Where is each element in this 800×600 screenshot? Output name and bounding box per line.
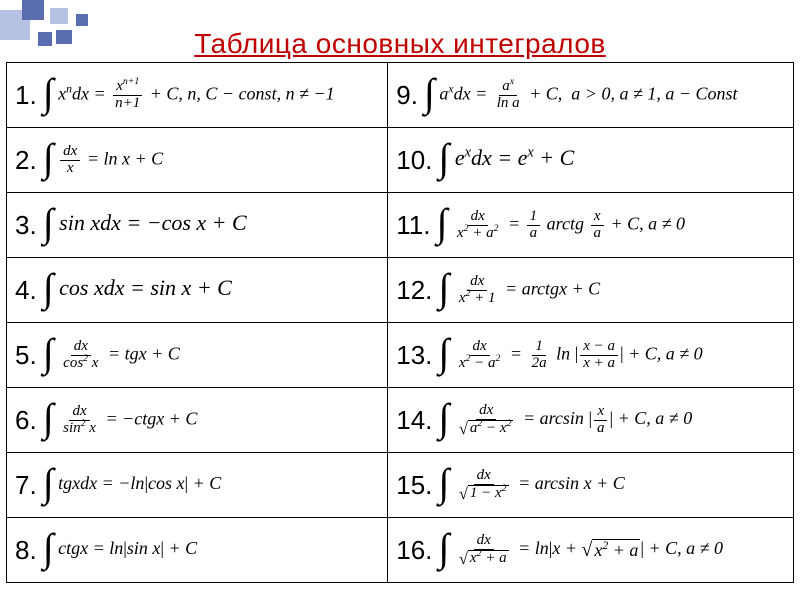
table-cell: 5.∫ dxcos2 x = tgx + C bbox=[7, 323, 388, 388]
page-title: Таблица основных интегралов bbox=[0, 0, 800, 64]
table-cell: 15.∫ dx√1 − x2 = arcsin x + C bbox=[388, 453, 794, 518]
row-number: 8. bbox=[15, 535, 37, 566]
integral-formula: ∫ axdx = axln a + C, a > 0, a ≠ 1, a − C… bbox=[424, 79, 738, 112]
row-number: 9. bbox=[396, 80, 418, 111]
table-cell: 7.∫ tgxdx = −lncos x + C bbox=[7, 453, 388, 518]
integral-formula: ∫ dxsin2 x = −ctgx + C bbox=[43, 404, 198, 437]
table-cell: 3.∫ sin xdx = −cos x + C bbox=[7, 193, 388, 258]
table-cell: 12.∫ dxx2 + 1 = arctgx + C bbox=[388, 258, 794, 323]
table-cell: 10.∫ exdx = ex + C bbox=[388, 128, 794, 193]
integral-formula: ∫ dx√a2 − x2 = arcsin xa + C, a ≠ 0 bbox=[438, 403, 692, 437]
table-cell: 6.∫ dxsin2 x = −ctgx + C bbox=[7, 388, 388, 453]
row-number: 10. bbox=[396, 145, 432, 176]
integral-formula: ∫ dxx2 − a2 = 12a ln x − ax + a + C, a ≠… bbox=[438, 339, 702, 372]
row-number: 2. bbox=[15, 145, 37, 176]
integral-formula: ∫ sin xdx = −cos x + C bbox=[43, 209, 247, 241]
integral-formula: ∫ dx√x2 + a = lnx + √x2 + a + C, a ≠ 0 bbox=[438, 533, 723, 567]
table-cell: 2.∫ dxx = ln x + C bbox=[7, 128, 388, 193]
integral-formula: ∫ dxcos2 x = tgx + C bbox=[43, 339, 180, 372]
table-cell: 4.∫ cos xdx = sin x + C bbox=[7, 258, 388, 323]
row-number: 5. bbox=[15, 340, 37, 371]
row-number: 7. bbox=[15, 470, 37, 501]
integral-formula: ∫ cos xdx = sin x + C bbox=[43, 274, 232, 306]
row-number: 1. bbox=[15, 80, 37, 111]
table-cell: 9.∫ axdx = axln a + C, a > 0, a ≠ 1, a −… bbox=[388, 63, 794, 128]
integral-formula: ∫ xndx = xn+1n+1 + C, n, C − const, n ≠ … bbox=[43, 79, 335, 112]
table-cell: 14.∫ dx√a2 − x2 = arcsin xa + C, a ≠ 0 bbox=[388, 388, 794, 453]
row-number: 11. bbox=[396, 210, 430, 241]
integral-table: 1.∫ xndx = xn+1n+1 + C, n, C − const, n … bbox=[6, 62, 794, 583]
table-cell: 8.∫ ctgx = lnsin x + C bbox=[7, 518, 388, 583]
row-number: 13. bbox=[396, 340, 432, 371]
table-cell: 13.∫ dxx2 − a2 = 12a ln x − ax + a + C, … bbox=[388, 323, 794, 388]
integral-formula: ∫ exdx = ex + C bbox=[438, 144, 574, 176]
row-number: 6. bbox=[15, 405, 37, 436]
integral-formula: ∫ ctgx = lnsin x + C bbox=[43, 534, 197, 566]
integral-formula: ∫ dx√1 − x2 = arcsin x + C bbox=[438, 468, 624, 502]
row-number: 4. bbox=[15, 275, 37, 306]
integral-formula: ∫ dxx2 + a2 = 1a arctg xa + C, a ≠ 0 bbox=[436, 209, 685, 242]
row-number: 3. bbox=[15, 210, 37, 241]
integral-formula: ∫ tgxdx = −lncos x + C bbox=[43, 469, 222, 501]
integral-formula: ∫ dxx = ln x + C bbox=[43, 144, 163, 177]
row-number: 14. bbox=[396, 405, 432, 436]
row-number: 12. bbox=[396, 275, 432, 306]
row-number: 15. bbox=[396, 470, 432, 501]
integral-formula: ∫ dxx2 + 1 = arctgx + C bbox=[438, 274, 600, 307]
table-cell: 16.∫ dx√x2 + a = lnx + √x2 + a + C, a ≠ … bbox=[388, 518, 794, 583]
table-cell: 11.∫ dxx2 + a2 = 1a arctg xa + C, a ≠ 0 bbox=[388, 193, 794, 258]
row-number: 16. bbox=[396, 535, 432, 566]
table-cell: 1.∫ xndx = xn+1n+1 + C, n, C − const, n … bbox=[7, 63, 388, 128]
